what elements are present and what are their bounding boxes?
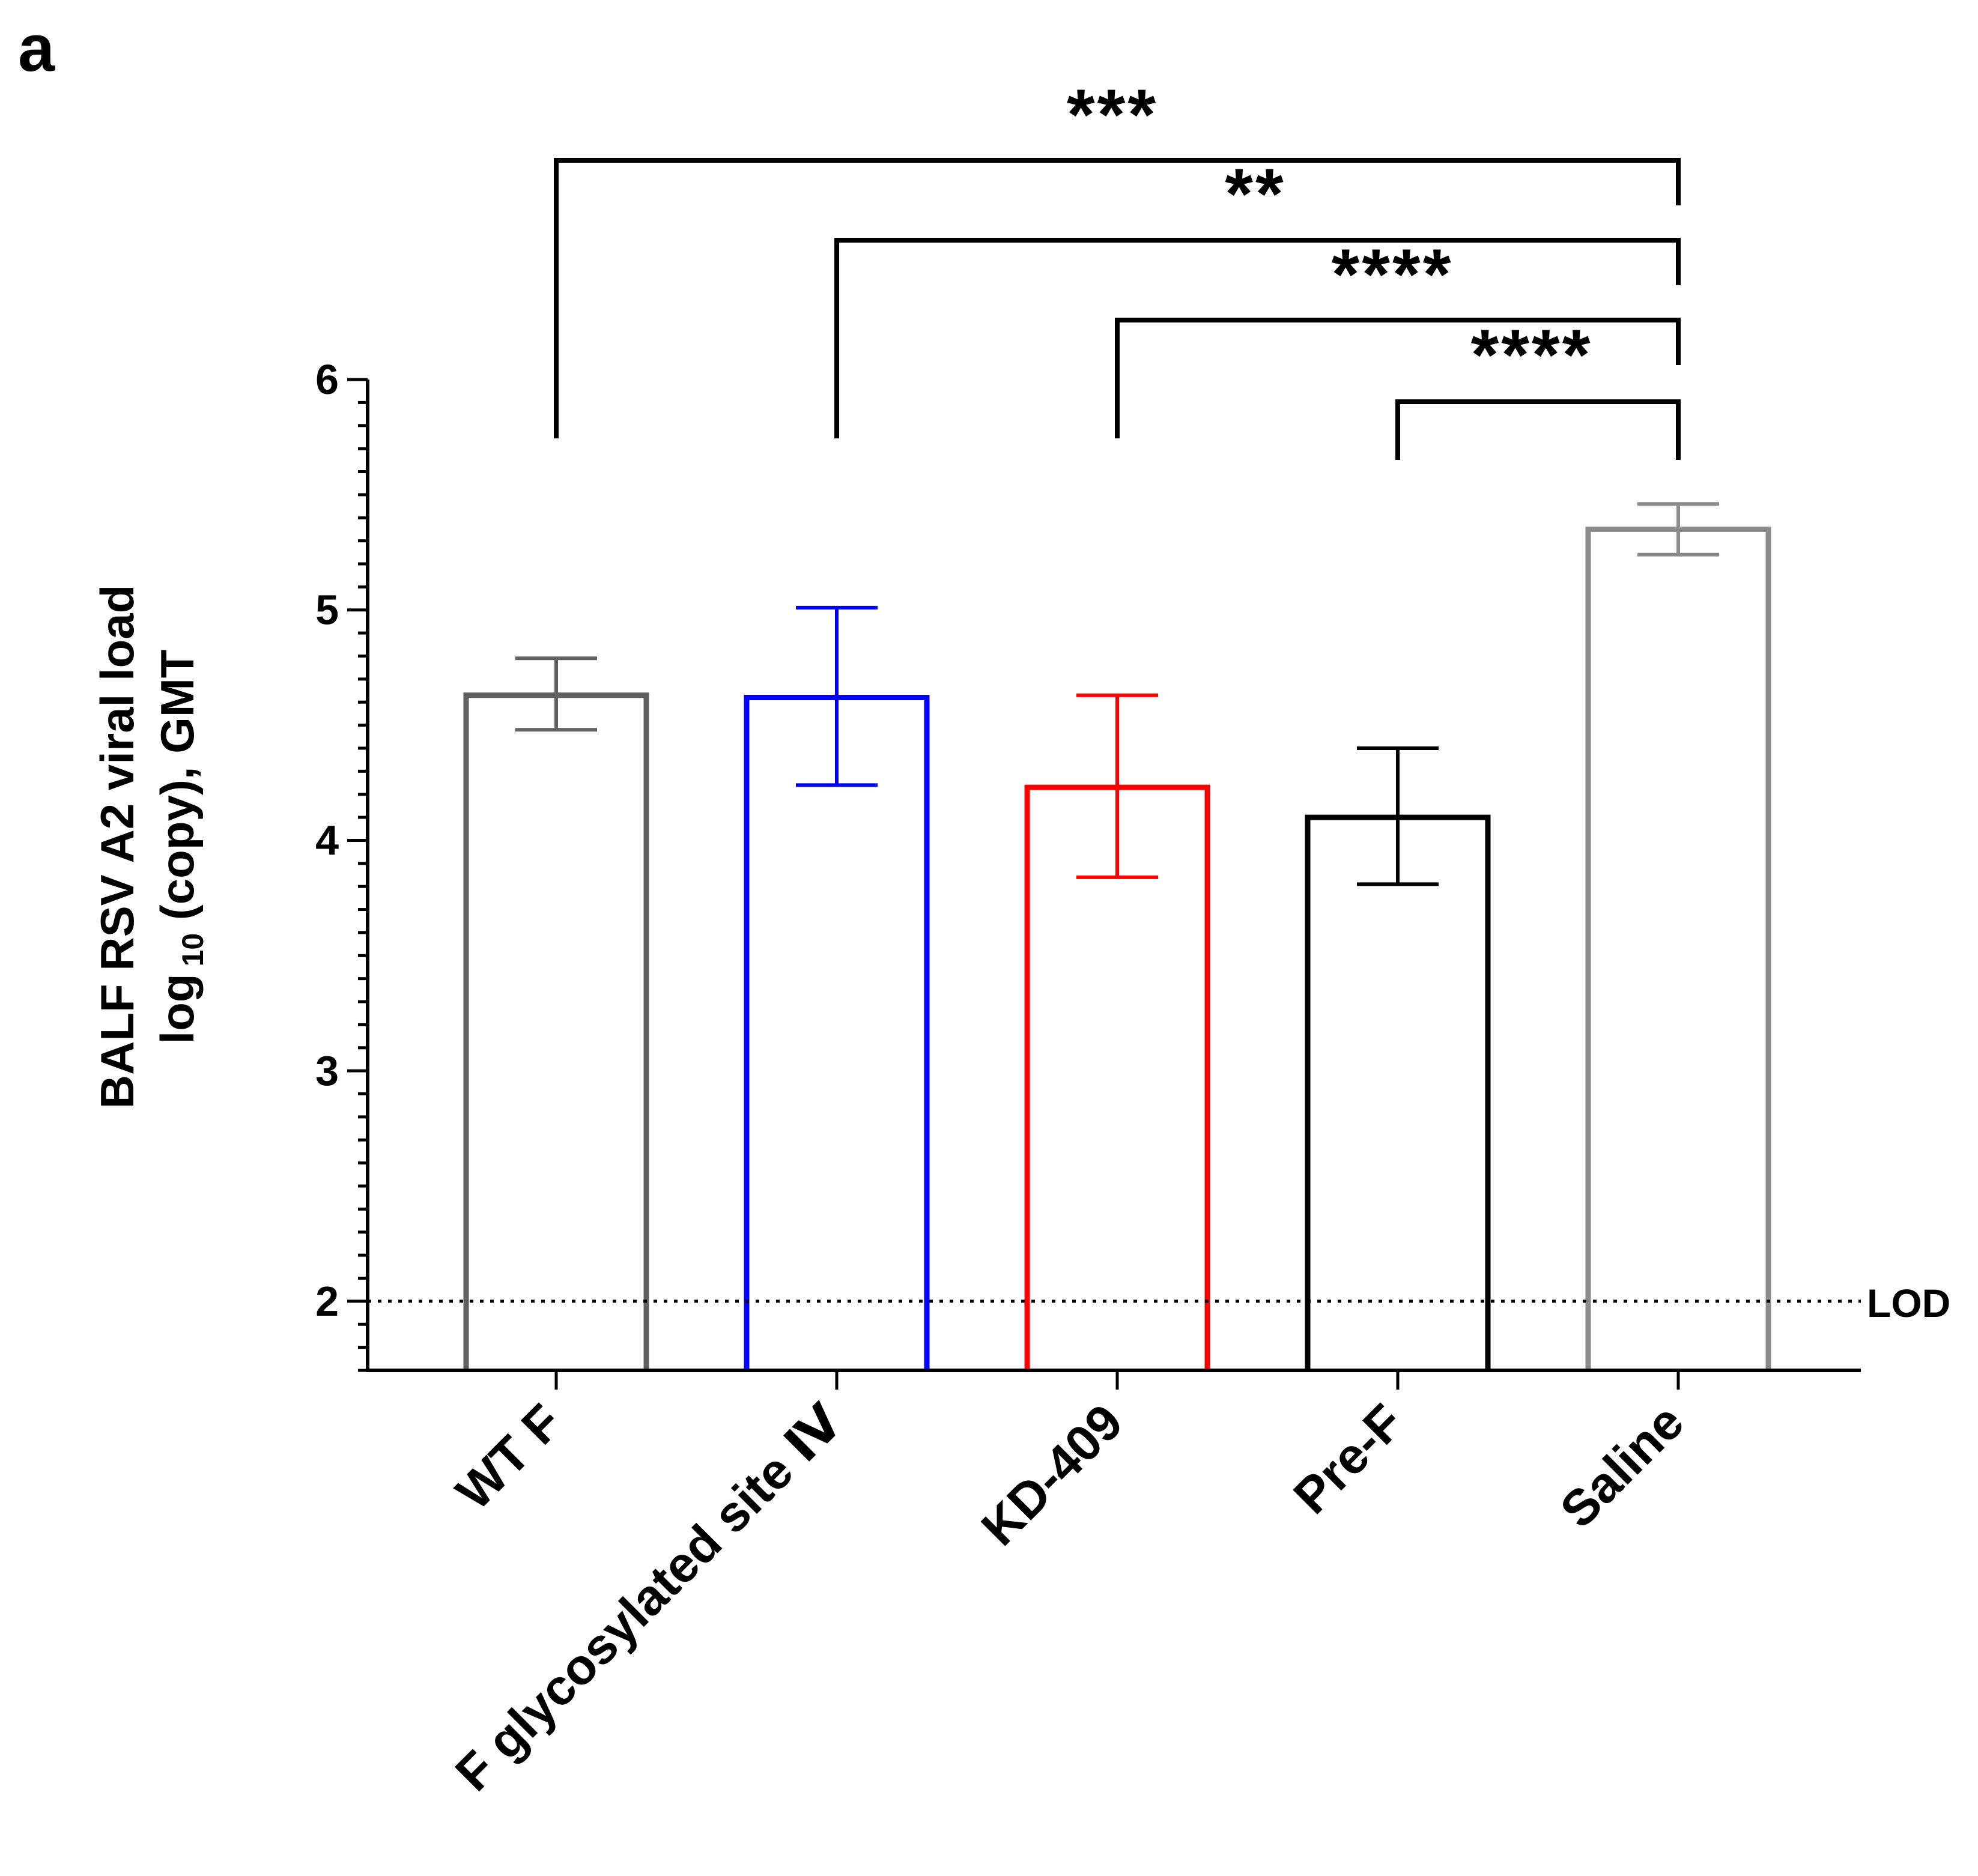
significance-bracket-2 — [1115, 318, 1681, 438]
significance-bracket-3 — [1395, 399, 1681, 460]
significance-label-1: ** — [1225, 154, 1285, 234]
y-axis-label-log: log — [151, 973, 204, 1044]
y-tick-label: 2 — [315, 1278, 339, 1325]
y-axis-label-line1: BALF RSV A2 viral load — [91, 585, 144, 1109]
x-tick-label: Saline — [1549, 1393, 1694, 1538]
bar-3 — [1305, 814, 1491, 1370]
panel-label: a — [18, 11, 55, 85]
lod-label: LOD — [1867, 1281, 1950, 1325]
y-axis-label-subscript: 10 — [176, 933, 210, 967]
y-axis-label: BALF RSV A2 viral load log 10 (copy), GMT — [91, 585, 210, 1109]
y-axis-label-unit: (copy), GMT — [151, 650, 204, 933]
y-tick-label: 5 — [315, 587, 339, 634]
bar-1 — [744, 695, 930, 1370]
x-tick-label: KD-409 — [971, 1393, 1133, 1556]
x-tick-label: WT F — [445, 1393, 572, 1520]
y-tick-label: 4 — [315, 817, 339, 864]
y-tick-label: 6 — [315, 356, 339, 403]
significance-label-3: **** — [1471, 315, 1593, 395]
x-tick-label: Pre-F — [1282, 1393, 1413, 1524]
bar-4 — [1585, 526, 1771, 1370]
significance-label-2: **** — [1332, 234, 1454, 315]
y-tick-label: 3 — [315, 1047, 339, 1094]
bar-0 — [463, 692, 649, 1370]
significance-bracket-1 — [834, 238, 1681, 438]
y-axis-label-line2: log 10 (copy), GMT — [151, 650, 210, 1044]
significance-label-0: *** — [1067, 74, 1158, 155]
significance-bracket-0 — [554, 158, 1681, 438]
